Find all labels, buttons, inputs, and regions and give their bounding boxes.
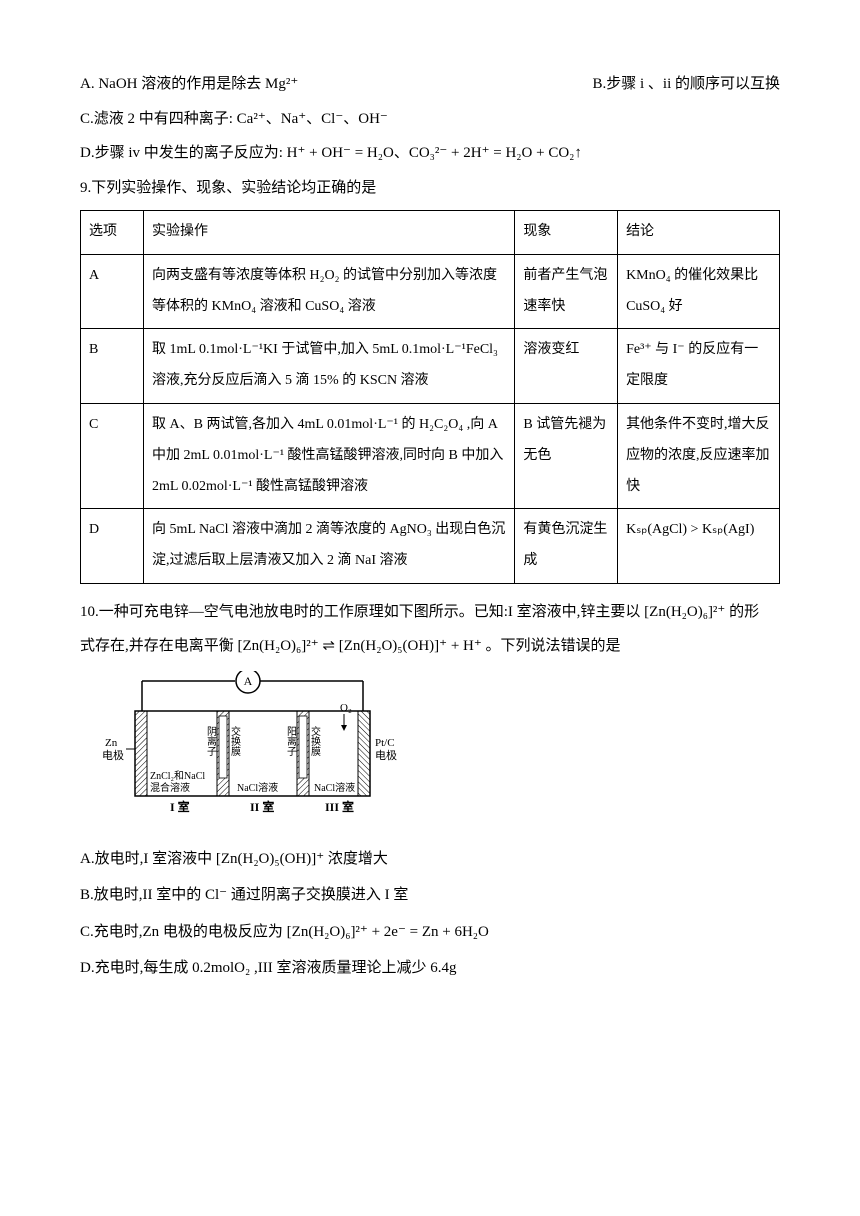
cell: 向 5mL NaCl 溶液中滴加 2 滴等浓度的 AgNO₃ 出现白色沉淀,过滤… [144, 509, 515, 584]
svg-text:NaCl溶液: NaCl溶液 [314, 781, 355, 794]
option-a: A. NaOH 溶液的作用是除去 Mg²⁺ [80, 70, 298, 99]
q10-stem-2: 式存在,并存在电离平衡 [Zn(H₂O)₆]²⁺ ⇌ [Zn(H₂O)₅(OH)… [80, 632, 780, 661]
svg-text:Pt/C: Pt/C [375, 737, 395, 749]
svg-text:ZnCl₂和NaCl: ZnCl₂和NaCl [150, 770, 205, 782]
table-row: D 向 5mL NaCl 溶液中滴加 2 滴等浓度的 AgNO₃ 出现白色沉淀,… [81, 509, 780, 584]
svg-text:电极: 电极 [375, 748, 397, 762]
option-c: C.滤液 2 中有四种离子: Ca²⁺、Na⁺、Cl⁻、OH⁻ [80, 105, 780, 134]
q10-stem-1: 10.一种可充电锌—空气电池放电时的工作原理如下图所示。已知:I 室溶液中,锌主… [80, 598, 780, 627]
svg-text:II 室: II 室 [250, 799, 274, 814]
battery-diagram: A O₂ Zn 电极 Pt/C 电极 阴离子 交换膜 阳离子 交换膜 ZnCl₂… [100, 671, 400, 831]
cell: 取 1mL 0.1mol·L⁻¹KI 于试管中,加入 5mL 0.1mol·L⁻… [144, 329, 515, 404]
cell: 其他条件不变时,增大反应物的浓度,反应速率加快 [618, 403, 780, 508]
svg-text:阳离子: 阳离子 [285, 726, 297, 756]
option-b: B.步骤 i 、ii 的顺序可以互换 [592, 70, 780, 99]
svg-text:阴离子: 阴离子 [205, 726, 217, 756]
svg-text:混合溶液: 混合溶液 [150, 781, 190, 794]
svg-text:O₂: O₂ [340, 702, 352, 714]
cell: B [81, 329, 144, 404]
table-row: A 向两支盛有等浓度等体积 H₂O₂ 的试管中分别加入等浓度等体积的 KMnO₄… [81, 254, 780, 329]
svg-text:交换膜: 交换膜 [309, 725, 321, 757]
cell: Fe³⁺ 与 I⁻ 的反应有一定限度 [618, 329, 780, 404]
table-row: C 取 A、B 两试管,各加入 4mL 0.01mol·L⁻¹ 的 H₂C₂O₄… [81, 403, 780, 508]
q9-stem: 9.下列实验操作、现象、实验结论均正确的是 [80, 174, 780, 203]
svg-text:I 室: I 室 [170, 799, 190, 814]
q10-c: C.充电时,Zn 电极的电极反应为 [Zn(H₂O)₆]²⁺ + 2e⁻ = Z… [80, 918, 780, 947]
cell: 取 A、B 两试管,各加入 4mL 0.01mol·L⁻¹ 的 H₂C₂O₄ ,… [144, 403, 515, 508]
q9-h2: 实验操作 [144, 211, 515, 255]
svg-text:交换膜: 交换膜 [229, 725, 241, 757]
cell: 有黄色沉淀生成 [515, 509, 618, 584]
cell: C [81, 403, 144, 508]
cell: 溶液变红 [515, 329, 618, 404]
table-row: B 取 1mL 0.1mol·L⁻¹KI 于试管中,加入 5mL 0.1mol·… [81, 329, 780, 404]
q10-d: D.充电时,每生成 0.2molO₂ ,III 室溶液质量理论上减少 6.4g [80, 954, 780, 983]
cell: D [81, 509, 144, 584]
cell: B 试管先褪为无色 [515, 403, 618, 508]
q9-h1: 选项 [81, 211, 144, 255]
q9-table: 选项 实验操作 现象 结论 A 向两支盛有等浓度等体积 H₂O₂ 的试管中分别加… [80, 210, 780, 584]
q10-a: A.放电时,I 室溶液中 [Zn(H₂O)₅(OH)]⁺ 浓度增大 [80, 845, 780, 874]
cell: A [81, 254, 144, 329]
q10-b: B.放电时,II 室中的 Cl⁻ 通过阴离子交换膜进入 I 室 [80, 881, 780, 910]
svg-text:A: A [244, 674, 253, 688]
cell: 前者产生气泡速率快 [515, 254, 618, 329]
q9-h3: 现象 [515, 211, 618, 255]
svg-text:NaCl溶液: NaCl溶液 [237, 781, 278, 794]
svg-text:Zn: Zn [105, 737, 118, 749]
cell: 向两支盛有等浓度等体积 H₂O₂ 的试管中分别加入等浓度等体积的 KMnO₄ 溶… [144, 254, 515, 329]
q9-h4: 结论 [618, 211, 780, 255]
svg-text:III 室: III 室 [325, 799, 354, 814]
svg-text:电极: 电极 [102, 748, 124, 762]
option-d: D.步骤 iv 中发生的离子反应为: H⁺ + OH⁻ = H₂O、CO₃²⁻ … [80, 139, 780, 168]
cell: KMnO₄ 的催化效果比 CuSO₄ 好 [618, 254, 780, 329]
cell: Kₛₚ(AgCl) > Kₛₚ(AgI) [618, 509, 780, 584]
